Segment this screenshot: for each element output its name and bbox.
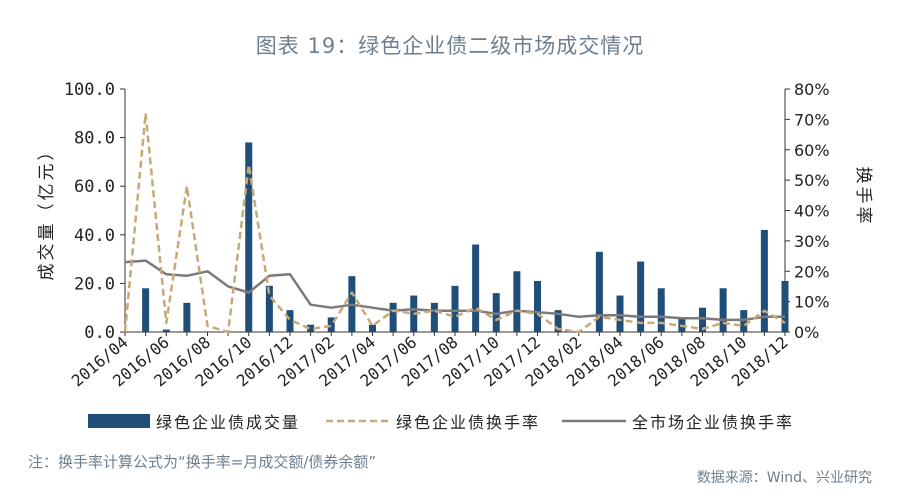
legend-label-green-turnover: 绿色企业债换手率 bbox=[396, 413, 540, 432]
volume-bar bbox=[595, 251, 603, 332]
volume-bar bbox=[719, 288, 727, 332]
volume-bar bbox=[781, 280, 789, 332]
volume-bar bbox=[183, 302, 191, 332]
left-tick-label: 100.0 bbox=[64, 80, 115, 100]
legend-swatch-volume bbox=[88, 414, 150, 428]
volume-bar bbox=[657, 288, 665, 332]
left-axis-title: 成交量（亿元） bbox=[37, 141, 57, 281]
left-tick-label: 40.0 bbox=[74, 226, 115, 246]
chart-title: 图表 19：绿色企业债二级市场成交情况 bbox=[255, 34, 645, 58]
right-tick-label: 0% bbox=[794, 323, 819, 342]
volume-bar bbox=[616, 295, 624, 332]
right-tick-label: 60% bbox=[794, 141, 830, 160]
left-tick-label: 20.0 bbox=[74, 274, 115, 294]
volume-bar bbox=[327, 317, 335, 332]
volume-bar bbox=[451, 285, 459, 332]
legend-label-market-turnover: 全市场企业债换手率 bbox=[632, 413, 794, 432]
volume-bar bbox=[513, 271, 521, 332]
volume-bar bbox=[637, 261, 645, 332]
volume-bar bbox=[760, 229, 768, 332]
left-tick-label: 80.0 bbox=[74, 129, 115, 149]
volume-bar bbox=[472, 244, 480, 332]
source-note: 数据来源：Wind、兴业研究 bbox=[696, 470, 872, 486]
market-turnover-line bbox=[124, 259, 785, 322]
right-tick-label: 40% bbox=[794, 202, 830, 221]
volume-bar bbox=[554, 310, 562, 332]
right-axis-title: 换手率 bbox=[853, 167, 873, 227]
volume-bar bbox=[265, 285, 273, 332]
volume-bar bbox=[307, 324, 315, 332]
left-tick-label: 0.0 bbox=[84, 323, 115, 343]
volume-bar bbox=[286, 310, 294, 332]
right-tick-label: 50% bbox=[794, 171, 830, 190]
volume-bar bbox=[699, 307, 706, 332]
volume-bar bbox=[142, 288, 150, 332]
footnote: 注：换手率计算公式为“换手率=月成交额/债券余额” bbox=[28, 453, 377, 471]
volume-bar bbox=[369, 324, 376, 332]
volume-bar bbox=[534, 280, 541, 332]
volume-bar bbox=[245, 142, 253, 332]
right-tick-label: 10% bbox=[794, 293, 830, 312]
volume-bar bbox=[430, 302, 438, 332]
right-tick-label: 80% bbox=[794, 80, 830, 99]
volume-bar bbox=[162, 329, 170, 332]
right-tick-label: 70% bbox=[794, 110, 830, 129]
volume-bar bbox=[389, 302, 397, 332]
left-tick-label: 60.0 bbox=[74, 177, 115, 197]
legend-label-volume: 绿色企业债成交量 bbox=[156, 413, 300, 432]
green-turnover-line bbox=[123, 112, 786, 334]
right-tick-label: 20% bbox=[794, 262, 830, 281]
right-tick-label: 30% bbox=[794, 232, 830, 251]
